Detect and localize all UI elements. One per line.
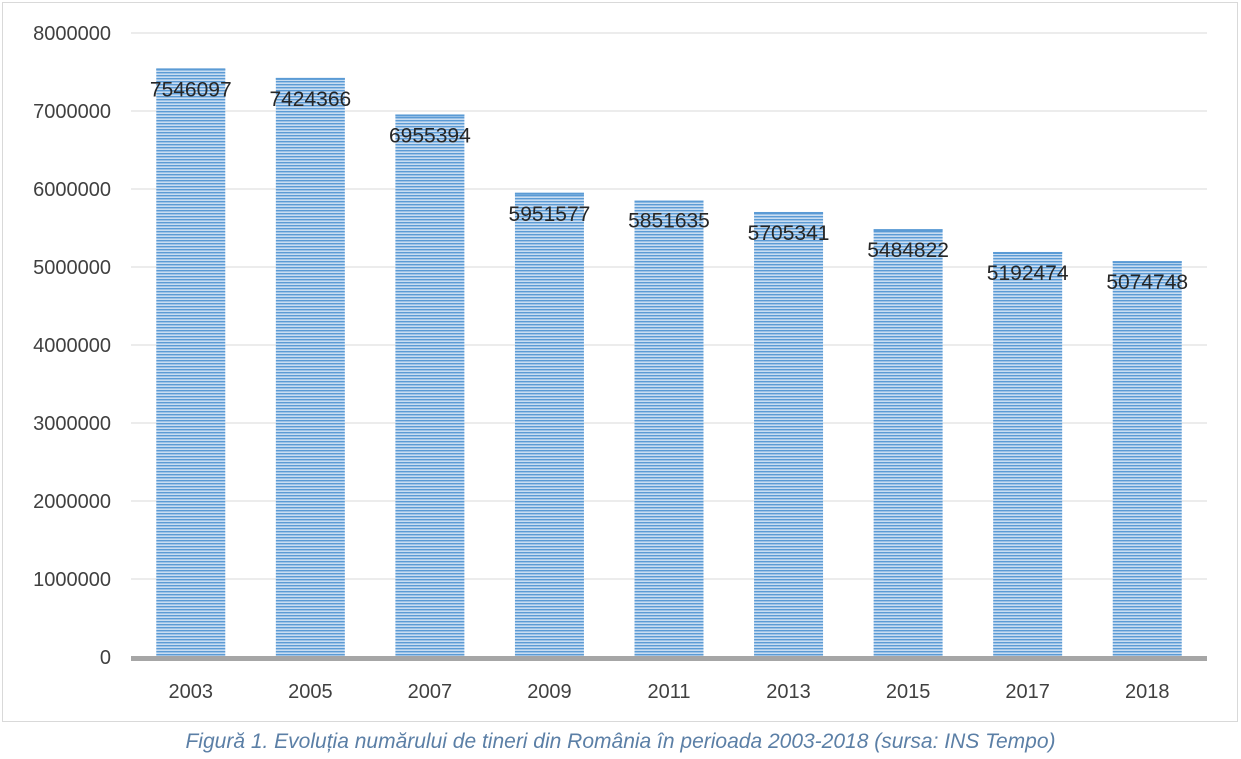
- x-axis-labels: 2003 2005 2007 2009 2011 2013 2015 2017 2018: [169, 681, 1170, 703]
- x-tick-label: 2003: [169, 681, 214, 703]
- bars-layer: [156, 68, 1182, 658]
- bar-2017: [993, 251, 1063, 657]
- data-label-2009: 5951577: [509, 203, 591, 226]
- bar-top-edge: [395, 114, 465, 117]
- x-axis-layer: [131, 656, 1207, 661]
- x-tick-label: 2005: [288, 681, 333, 703]
- bar-2007: [395, 114, 465, 658]
- y-tick-label: 8000000: [33, 23, 111, 45]
- figure-caption: Figură 1. Evoluția numărului de tineri d…: [185, 730, 1056, 753]
- y-tick-label: 2000000: [33, 491, 111, 513]
- x-tick-label: 2009: [527, 681, 572, 703]
- data-label-2003: 7546097: [150, 78, 232, 101]
- x-tick-label: 2011: [647, 681, 690, 703]
- chart-frame: 0 1000000 2000000 3000000 4000000 5000000 6000…: [2, 2, 1238, 722]
- bar-top-edge: [993, 251, 1063, 254]
- x-tick-label: 2018: [1125, 681, 1170, 703]
- bar-2015: [873, 229, 943, 657]
- y-tick-label: 6000000: [33, 179, 111, 201]
- y-tick-label: 3000000: [33, 413, 111, 435]
- x-tick-label: 2007: [408, 681, 453, 703]
- bar-top-edge: [873, 229, 943, 232]
- bar-top-edge: [156, 68, 226, 71]
- x-tick-label: 2013: [766, 681, 811, 703]
- bar-2018: [1112, 261, 1182, 657]
- bar-2003: [156, 68, 226, 658]
- x-axis-line: [131, 656, 1207, 661]
- bar-top-edge: [514, 192, 584, 195]
- x-tick-label: 2017: [1005, 681, 1050, 703]
- bar-2011: [634, 200, 704, 658]
- bar-2005: [275, 77, 345, 657]
- data-label-2007: 6955394: [389, 124, 471, 147]
- y-axis-ticks: 0 1000000 2000000 3000000 4000000 5000000 6000…: [33, 23, 111, 669]
- bar-2009: [514, 192, 584, 658]
- bar-chart: 0 1000000 2000000 3000000 4000000 5000000 6000…: [33, 23, 1207, 703]
- data-label-2017: 5192474: [987, 262, 1069, 285]
- data-label-2011: 5851635: [628, 210, 710, 233]
- bar-top-edge: [275, 77, 345, 80]
- bar-top-edge: [634, 200, 704, 203]
- x-tick-label: 2015: [886, 681, 931, 703]
- data-labels-layer: 7546097 7424366 6955394 5951577 5851635 57053…: [150, 78, 1188, 294]
- y-tick-label: 5000000: [33, 257, 111, 279]
- y-tick-label: 7000000: [33, 101, 111, 123]
- data-label-2015: 5484822: [867, 239, 949, 262]
- bar-top-edge: [754, 211, 824, 214]
- bar-2013: [754, 211, 824, 657]
- y-tick-label: 1000000: [33, 569, 111, 591]
- data-label-2018: 5074748: [1106, 271, 1188, 294]
- y-tick-label: 4000000: [33, 335, 111, 357]
- bar-top-edge: [1112, 261, 1182, 264]
- y-tick-label: 0: [100, 647, 111, 669]
- data-label-2005: 7424366: [269, 88, 351, 111]
- data-label-2013: 5705341: [748, 222, 830, 245]
